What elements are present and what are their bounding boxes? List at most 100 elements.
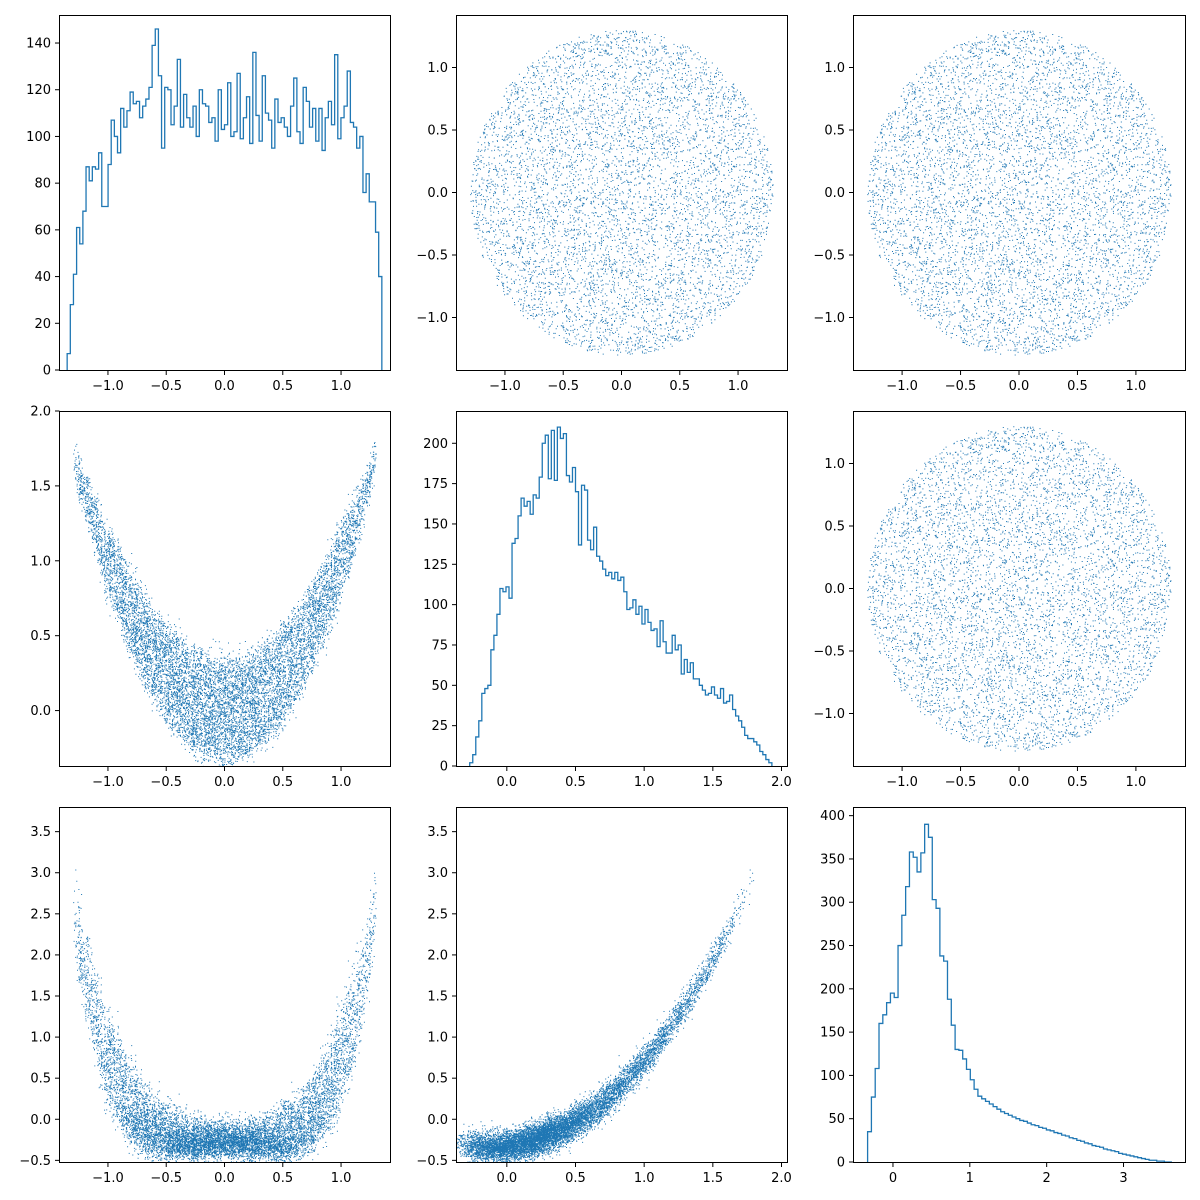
y-tick-label: −0.5 [19, 1154, 51, 1169]
y-tick-label: 0.5 [30, 629, 51, 644]
x-tick-label: 1.0 [1126, 379, 1147, 394]
y-tick-label: 1.0 [427, 61, 448, 76]
y-tick-label: 2.5 [427, 907, 448, 922]
y-tick-label: 1.0 [427, 1031, 448, 1046]
panel-3-3: 0 1 2 3 0 50 100 150 200 250 300 350 400 [820, 807, 1186, 1186]
y-tick-label: 125 [423, 558, 448, 573]
y-tick-label: 100 [423, 598, 448, 613]
y-tick-label: 2.0 [30, 405, 51, 420]
y-tick-label: 3.0 [427, 866, 448, 881]
y-tick-label: 2.0 [427, 948, 448, 963]
scatter-points [867, 30, 1172, 356]
y-tick-label: 80 [34, 177, 51, 192]
y-tick-label: 1.0 [824, 457, 845, 472]
y-tick-label: 0.5 [427, 124, 448, 139]
y-tick-label: −1.0 [416, 311, 448, 326]
plot-area [866, 823, 1172, 1162]
x-tick-label: 0.0 [1009, 379, 1030, 394]
x-tick-label: −1.0 [886, 379, 918, 394]
y-tick-label: 250 [820, 939, 845, 954]
y-tick-label: 1.0 [824, 61, 845, 76]
y-tick-label: 1.5 [30, 479, 51, 494]
x-tick-label: 0.5 [1067, 379, 1088, 394]
y-tick-label: 120 [26, 83, 51, 98]
x-tick-label: 0.0 [214, 379, 235, 394]
y-tick-label: 350 [820, 852, 845, 867]
panel-3-2: 0.0 0.5 1.0 1.5 2.0 −0.5 0.0 0.5 1.0 1.5 2.0 2.5 3.0… [416, 807, 792, 1186]
y-tick-label: 3.5 [30, 825, 51, 840]
x-tick-label: 0.0 [214, 775, 235, 790]
y-tick-label: 3.0 [30, 866, 51, 881]
y-tick-label: −1.0 [813, 311, 845, 326]
plot-area [456, 869, 755, 1162]
y-tick-label: 200 [423, 437, 448, 452]
y-tick-label: −1.0 [813, 707, 845, 722]
y-tick-label: 75 [431, 638, 448, 653]
y-tick-label: 0.0 [30, 1113, 51, 1128]
scatter-points [470, 30, 774, 356]
x-tick-label: −0.5 [945, 775, 977, 790]
y-tick-label: 0 [440, 760, 448, 775]
x-tick-label: −1.0 [92, 379, 124, 394]
x-tick-label: 1.0 [634, 1171, 655, 1186]
y-tick-label: 175 [423, 477, 448, 492]
scatter-points [73, 442, 377, 766]
x-tick-label: 1.0 [1126, 775, 1147, 790]
y-tick-label: 2.0 [30, 948, 51, 963]
y-tick-label: 0.0 [30, 704, 51, 719]
x-tick-label: 0.0 [496, 1171, 517, 1186]
y-tick-label: 0 [837, 1156, 845, 1171]
x-tick-label: 0.5 [565, 1171, 586, 1186]
x-tick-label: 2.0 [771, 775, 792, 790]
x-tick-label: 3 [1119, 1171, 1127, 1186]
x-tick-label: 0.0 [214, 1171, 235, 1186]
y-tick-label: −0.5 [813, 645, 845, 660]
x-tick-label: 0.0 [611, 379, 632, 394]
x-tick-label: −1.0 [92, 775, 124, 790]
scatter-points [456, 869, 755, 1162]
panel-1-1: −1.0 −0.5 0.0 0.5 1.0 0 20 40 60 80 100 120 140 [26, 15, 391, 394]
panel-2-2: 0.0 0.5 1.0 1.5 2.0 0 25 50 75 100 125 150 175 200 [423, 411, 792, 790]
x-tick-label: −1.0 [92, 1171, 124, 1186]
panel-2-1: −1.0 −0.5 0.0 0.5 1.0 0.0 0.5 1.0 1.5 2.0 [30, 405, 391, 790]
plot-area [73, 869, 377, 1162]
x-tick-label: 2 [1043, 1171, 1051, 1186]
y-tick-label: 1.0 [30, 1031, 51, 1046]
y-tick-label: 0.0 [427, 186, 448, 201]
y-tick-label: 40 [34, 270, 51, 285]
axes-frame [59, 15, 391, 371]
y-tick-label: 150 [820, 1026, 845, 1041]
y-tick-label: −0.5 [416, 249, 448, 264]
y-tick-label: 0.5 [30, 1072, 51, 1087]
axes-frame [456, 411, 788, 767]
y-tick-label: 200 [820, 982, 845, 997]
scatter-points [73, 869, 377, 1162]
x-tick-label: 1.0 [331, 379, 352, 394]
x-tick-label: −0.5 [150, 1171, 182, 1186]
y-tick-label: 1.5 [427, 990, 448, 1005]
y-tick-label: 50 [828, 1112, 845, 1127]
scatter-points [867, 426, 1172, 752]
axes-frame [456, 807, 788, 1163]
x-tick-label: 1 [966, 1171, 974, 1186]
histogram-step-line [469, 426, 773, 766]
x-tick-label: −1.0 [886, 775, 918, 790]
x-tick-label: −0.5 [150, 379, 182, 394]
y-tick-label: 0.5 [427, 1072, 448, 1087]
y-tick-label: 100 [820, 1069, 845, 1084]
y-tick-label: 140 [26, 37, 51, 52]
histogram-step-line [866, 823, 1172, 1162]
x-tick-label: 1.5 [702, 775, 723, 790]
y-tick-label: 150 [423, 517, 448, 532]
y-tick-label: 1.0 [30, 554, 51, 569]
panel-1-2: −1.0 −0.5 0.0 0.5 1.0 −1.0 −0.5 0.0 0.5 1.0 [416, 15, 788, 394]
x-tick-label: −1.0 [489, 379, 521, 394]
x-tick-label: 0.5 [565, 775, 586, 790]
y-tick-label: 1.5 [30, 990, 51, 1005]
panel-2-3: −1.0 −0.5 0.0 0.5 1.0 −1.0 −0.5 0.0 0.5 1.0 [813, 411, 1186, 790]
axes-frame [853, 411, 1186, 767]
y-tick-label: 400 [820, 809, 845, 824]
axes-frame [853, 807, 1186, 1163]
y-tick-label: 300 [820, 896, 845, 911]
